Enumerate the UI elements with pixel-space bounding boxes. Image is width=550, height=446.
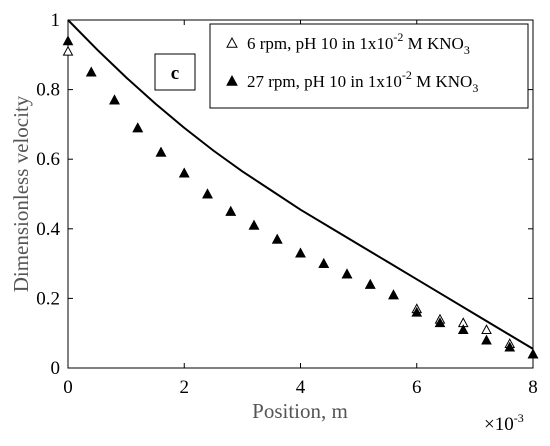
filled-triangle-point (85, 66, 97, 77)
filled-triangle-point (178, 167, 190, 178)
series-layer (62, 19, 539, 359)
legend: 6 rpm, pH 10 in 1x10-2 M KNO3 27 rpm, pH … (209, 23, 529, 109)
y-tick-label: 0.8 (36, 80, 60, 101)
filled-triangle-point (504, 341, 516, 352)
filled-triangle-point (411, 306, 423, 317)
x-multiplier-base: ×10 (484, 414, 514, 435)
y-axis-title: Dimensionless velocity (9, 95, 33, 292)
axis-ticks: 0 2 4 6 8 0 0.2 0.4 0.6 0.8 1 (36, 10, 538, 398)
filled-triangle-point (155, 146, 167, 157)
y-tick-label: 0 (51, 358, 61, 379)
y-tick-label: 0.4 (36, 219, 60, 240)
x-tick-label: 0 (63, 377, 73, 398)
model-curve (67, 19, 534, 350)
legend-filled-triangle-icon (226, 74, 238, 86)
x-axis-multiplier: ×10-3 (484, 411, 524, 435)
legend-items: 6 rpm, pH 10 in 1x10-2 M KNO3 27 rpm, pH … (226, 30, 478, 95)
filled-triangle-point (388, 289, 399, 300)
filled-triangle-point (62, 35, 74, 46)
open-triangle-point (62, 45, 74, 56)
panel-label: c (171, 63, 179, 84)
filled-triangle-point (527, 348, 539, 359)
y-tick-label: 1 (51, 10, 61, 31)
filled-triangle-point (364, 278, 376, 289)
filled-triangle-point (457, 324, 469, 335)
filled-triangle-point (341, 268, 353, 279)
filled-triangle-point (271, 233, 283, 244)
series-2 (62, 35, 539, 359)
panel-label-box: c (154, 53, 196, 91)
y-tick-label: 0.6 (36, 149, 60, 170)
filled-triangle-point (295, 247, 306, 258)
y-tick-label: 0.2 (36, 288, 60, 309)
open-triangle-point (481, 324, 492, 335)
legend-open-triangle-icon (226, 36, 238, 48)
filled-triangle-point (202, 188, 213, 199)
x-tick-label: 4 (296, 377, 306, 398)
x-axis-title: Position, m (252, 399, 348, 423)
filled-triangle-point (318, 258, 330, 268)
filled-triangle-point (248, 219, 260, 230)
filled-triangle-point (132, 122, 144, 133)
filled-triangle-point (109, 94, 120, 105)
x-tick-label: 2 (180, 377, 190, 398)
legend-entry-label: 6 rpm, pH 10 in 1x10-2 M KNO3 (247, 30, 470, 57)
filled-triangle-point (225, 205, 237, 216)
legend-entry-label: 27 rpm, pH 10 in 1x10-2 M KNO3 (247, 68, 478, 95)
filled-triangle-point (434, 317, 446, 328)
x-multiplier-exponent: -3 (514, 411, 524, 425)
legend-box (209, 23, 529, 109)
filled-triangle-point (481, 334, 492, 345)
x-tick-label: 8 (528, 377, 538, 398)
x-tick-label: 6 (412, 377, 422, 398)
